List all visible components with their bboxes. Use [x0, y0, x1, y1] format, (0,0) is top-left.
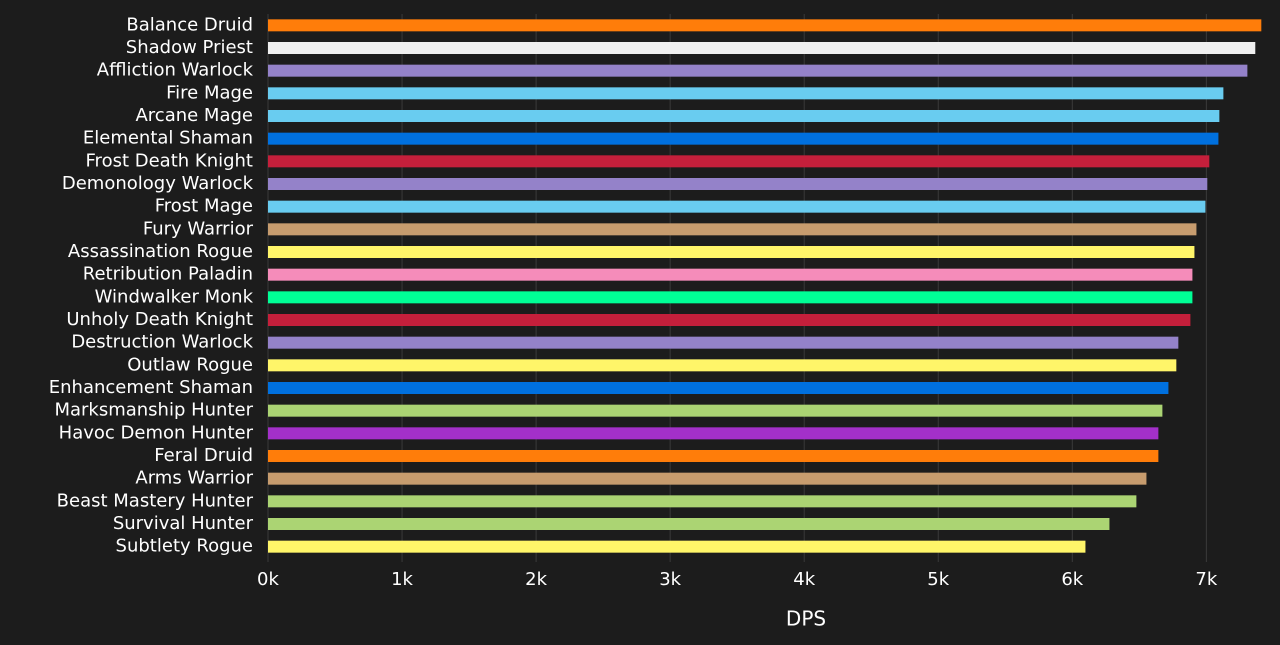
bar: [268, 382, 1169, 394]
y-tick-label: Affliction Warlock: [97, 60, 254, 81]
y-tick-label: Elemental Shaman: [83, 128, 253, 149]
bar: [268, 518, 1110, 530]
bar: [268, 110, 1220, 122]
y-tick-label: Destruction Warlock: [71, 332, 253, 353]
y-tick-label: Balance Druid: [126, 14, 253, 35]
y-tick-label: Arms Warrior: [135, 468, 253, 489]
y-tick-label: Frost Death Knight: [86, 150, 253, 171]
y-tick-label: Feral Druid: [154, 445, 253, 466]
bar: [268, 178, 1208, 190]
bar: [268, 359, 1177, 372]
y-tick-label: Demonology Warlock: [62, 173, 254, 194]
x-tick-label: 1k: [391, 569, 413, 590]
y-tick-label: Fury Warrior: [143, 218, 254, 239]
y-tick-label: Survival Hunter: [113, 513, 254, 534]
y-tick-label: Outlaw Rogue: [127, 354, 253, 375]
y-tick-label: Assassination Rogue: [68, 241, 253, 262]
bar: [268, 495, 1137, 508]
x-tick-label: 7k: [1195, 569, 1217, 590]
bar: [268, 540, 1086, 553]
y-tick-label: Unholy Death Knight: [66, 309, 253, 330]
bar: [268, 42, 1256, 54]
x-tick-label: 6k: [1061, 569, 1083, 590]
bar: [268, 314, 1191, 326]
x-tick-label: 4k: [793, 569, 815, 590]
bar: [268, 87, 1224, 100]
x-tick-label: 0k: [257, 569, 279, 590]
y-tick-label: Arcane Mage: [135, 105, 253, 126]
y-tick-label: Retribution Paladin: [83, 264, 253, 285]
y-tick-label: Shadow Priest: [126, 37, 253, 58]
bar: [268, 268, 1193, 281]
x-tick-label: 5k: [927, 569, 949, 590]
bar: [268, 19, 1262, 32]
bar: [268, 472, 1147, 485]
y-tick-label: Beast Mastery Hunter: [57, 490, 254, 511]
bar: [268, 404, 1163, 417]
y-tick-label: Frost Mage: [155, 196, 253, 217]
bar: [268, 450, 1159, 462]
bar: [268, 132, 1219, 145]
y-tick-label: Havoc Demon Hunter: [59, 422, 254, 443]
bar: [268, 246, 1195, 258]
bar: [268, 336, 1179, 349]
x-tick-label: 3k: [659, 569, 681, 590]
bar: [268, 155, 1210, 168]
y-tick-label: Windwalker Monk: [95, 286, 254, 307]
y-tick-label: Subtlety Rogue: [116, 536, 253, 557]
bar: [268, 64, 1248, 77]
bar: [268, 427, 1159, 440]
x-tick-label: 2k: [525, 569, 547, 590]
y-tick-label: Marksmanship Hunter: [54, 400, 253, 421]
bar: [268, 223, 1197, 236]
bar: [268, 200, 1206, 213]
y-tick-label: Enhancement Shaman: [49, 377, 253, 398]
y-tick-label: Fire Mage: [166, 82, 253, 103]
bar: [268, 291, 1193, 304]
x-axis-label: DPS: [786, 607, 826, 631]
